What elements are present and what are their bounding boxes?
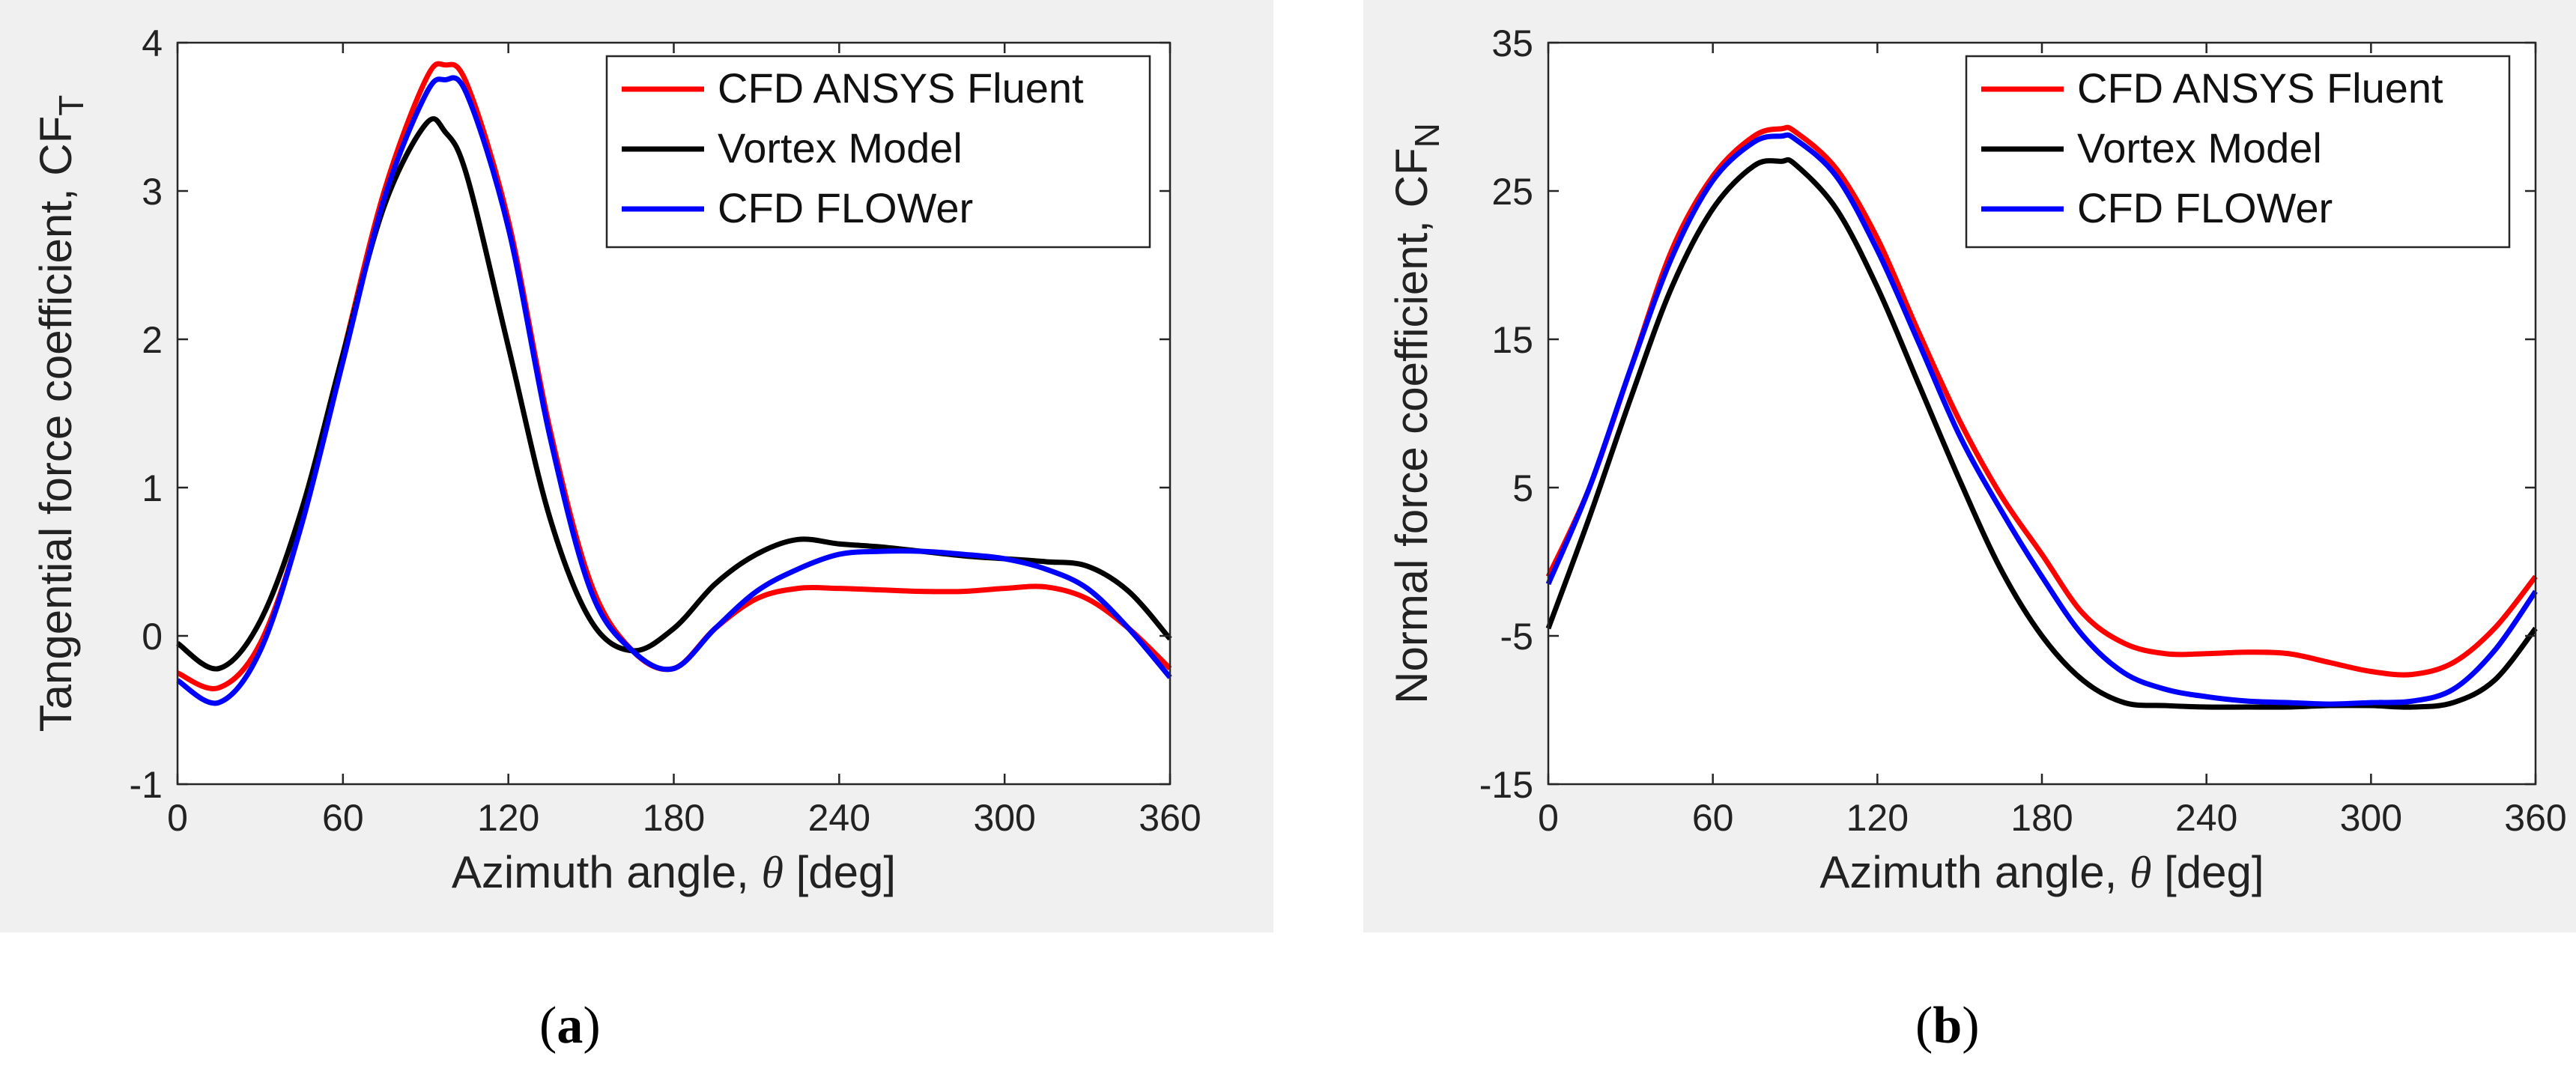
- y-tick-label-b: 35: [1491, 22, 1533, 64]
- series-line-b-0: [1545, 124, 2538, 678]
- y-tick-label-a: 0: [142, 616, 163, 658]
- legend-label-b-0: CFD ANSYS Fluent: [2077, 64, 2443, 112]
- x-tick-label-a: 120: [477, 797, 539, 839]
- x-tick-label-a: 60: [322, 797, 364, 839]
- x-tick-label-b: 360: [2504, 797, 2566, 839]
- panel-a-caption-label: a: [557, 997, 584, 1055]
- y-tick-label-b: -5: [1500, 616, 1533, 658]
- legend-label-a-1: Vortex Model: [718, 124, 963, 172]
- x-axis-label-a: Azimuth angle, θ [deg]: [452, 847, 896, 897]
- x-tick-label-a: 240: [808, 797, 870, 839]
- y-tick-label-a: 4: [142, 22, 163, 64]
- x-tick-label-b: 300: [2340, 797, 2402, 839]
- x-tick-label-b: 0: [1538, 797, 1559, 839]
- y-axis-label-a: Tangential force coefficient, CFT: [31, 95, 91, 732]
- x-tick-label-b: 60: [1692, 797, 1734, 839]
- legend-label-a-0: CFD ANSYS Fluent: [718, 64, 1084, 112]
- panel-b-caption: (b): [1915, 997, 1980, 1055]
- y-tick-label-b: 5: [1512, 467, 1533, 509]
- y-axis-label-b: Normal force coefficient, CFN: [1387, 123, 1446, 704]
- x-tick-label-a: 360: [1139, 797, 1201, 839]
- y-tick-label-a: 2: [142, 319, 163, 361]
- y-tick-label-b: 25: [1491, 171, 1533, 213]
- chart-b: 0 60 120 180 240 300 360 -15 -5 5 15 25 35 Azimuth an…: [1387, 22, 2567, 897]
- legend-label-b-1: Vortex Model: [2077, 124, 2322, 172]
- x-axis-label-b: Azimuth angle, θ [deg]: [1819, 847, 2264, 897]
- y-tick-label-a: 1: [142, 467, 163, 509]
- panel-b-caption-label: b: [1933, 997, 1963, 1055]
- y-tick-label-a: 3: [142, 171, 163, 213]
- series-line-a-2: [176, 75, 1172, 706]
- x-tick-label-b: 180: [2010, 797, 2073, 839]
- series-line-b-2: [1545, 132, 2538, 707]
- legend-label-b-2: CFD FLOWer: [2077, 184, 2333, 231]
- x-tick-label-a: 0: [167, 797, 188, 839]
- y-tick-label-a: -1: [130, 764, 163, 806]
- x-tick-label-b: 240: [2175, 797, 2237, 839]
- panel-a-caption: (a): [539, 997, 601, 1055]
- y-tick-label-b: 15: [1491, 319, 1533, 361]
- x-tick-label-b: 120: [1846, 797, 1909, 839]
- x-tick-label-a: 180: [643, 797, 705, 839]
- legend-label-a-2: CFD FLOWer: [718, 184, 973, 231]
- y-tick-label-b: -15: [1479, 764, 1533, 806]
- x-tick-label-a: 300: [973, 797, 1035, 839]
